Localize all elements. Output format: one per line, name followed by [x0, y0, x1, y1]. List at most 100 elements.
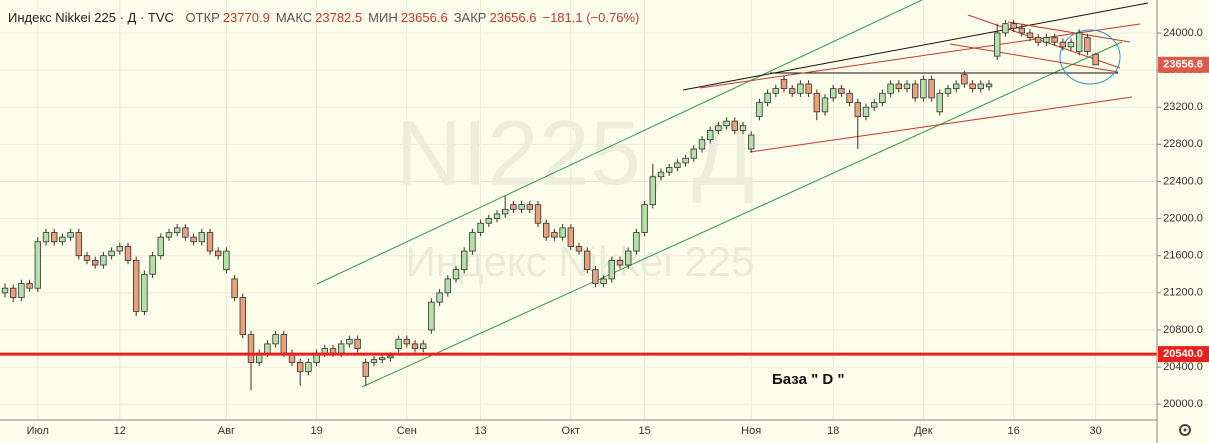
- candle-body: [34, 241, 41, 289]
- axis: 20000.0 20400.0 20800.0 21200.0 21600.0 22000…: [27, 27, 1209, 437]
- candle-body: [854, 102, 861, 117]
- ohlc-value: 23656.6: [400, 10, 448, 25]
- y-tick-label: 22800.0: [1163, 138, 1203, 150]
- y-tick-label: 20000.0: [1163, 398, 1203, 410]
- candle-body: [977, 83, 984, 90]
- candle-body: [510, 204, 517, 210]
- candle-body: [182, 227, 189, 238]
- candle-body: [165, 232, 173, 238]
- candle-body: [657, 171, 665, 178]
- candle-body: [666, 167, 673, 173]
- settings-icon[interactable]: [1179, 424, 1191, 436]
- candle-body: [321, 348, 328, 354]
- candle-body: [198, 232, 205, 243]
- candle-body: [584, 250, 591, 271]
- candle-body: [731, 120, 738, 131]
- candle-body: [124, 246, 132, 261]
- candle-body: [608, 259, 615, 280]
- x-tick-label: 19: [310, 425, 322, 437]
- candle-body: [296, 362, 304, 373]
- candle-body: [206, 232, 214, 252]
- candle-body: [190, 236, 197, 243]
- settings-gear[interactable]: [1179, 424, 1191, 436]
- candle-body: [403, 338, 410, 345]
- ohlc-label: ОТКР: [185, 10, 220, 25]
- candle-body: [772, 88, 779, 94]
- candle-body: [395, 338, 402, 349]
- candles: [0, 19, 1157, 391]
- candle-body: [329, 348, 337, 354]
- candle-body: [18, 283, 25, 298]
- ohlc-value: 23770.9: [222, 10, 270, 25]
- candle-body: [411, 343, 419, 349]
- candle-body: [264, 343, 271, 354]
- candle-body: [1018, 27, 1025, 34]
- candle-body: [821, 97, 829, 113]
- candle-body: [1, 287, 9, 294]
- candle-body: [903, 83, 911, 90]
- candle-body: [485, 218, 492, 224]
- y-tick-label: 21200.0: [1163, 287, 1203, 299]
- ohlc-label: МИН: [368, 10, 398, 25]
- candle-body: [985, 83, 993, 88]
- x-tick-label: 30: [1089, 425, 1101, 437]
- candle-body: [51, 232, 58, 243]
- trend-line: [699, 23, 1141, 89]
- candle-body: [173, 227, 181, 233]
- candle-body: [871, 102, 878, 108]
- candle-body: [354, 338, 361, 349]
- x-tick-label: Окт: [562, 425, 581, 437]
- candle-body: [534, 204, 542, 224]
- grid: [0, 0, 1157, 420]
- candle-body: [846, 92, 853, 103]
- candle-body: [132, 259, 140, 312]
- x-tick-label: Ноя: [741, 425, 761, 437]
- candle-body: [764, 92, 771, 103]
- candle-body: [501, 208, 509, 215]
- ohlc-label: ЗАКР: [453, 10, 487, 25]
- candle-body: [862, 106, 870, 117]
- settings-gear-center[interactable]: [1183, 428, 1187, 432]
- candle-body: [223, 250, 230, 271]
- candle-body: [59, 236, 66, 243]
- candle-body: [100, 255, 107, 266]
- x-tick-label: Дек: [914, 425, 933, 437]
- y-tick-label: 21600.0: [1163, 250, 1203, 262]
- candle-body: [674, 162, 681, 168]
- candle-body: [633, 232, 640, 252]
- candle-body: [649, 176, 656, 206]
- candle-body: [305, 362, 312, 373]
- candle-body: [436, 292, 443, 303]
- channel-line: [316, 0, 923, 285]
- candle-body: [616, 259, 624, 266]
- candle-body: [1092, 53, 1099, 66]
- y-tick-label: 23200.0: [1163, 101, 1203, 113]
- candle-body: [83, 255, 91, 261]
- candle-body: [75, 232, 82, 257]
- candle-body: [518, 204, 525, 210]
- candle-body: [559, 227, 566, 238]
- level-tag: [1158, 346, 1209, 363]
- header: Индекс Nikkei 225 · Д · TVC ОТКР 23770.9 М…: [8, 10, 645, 25]
- candle-body: [780, 78, 788, 90]
- candle-body: [944, 88, 952, 94]
- candle-body: [575, 246, 583, 252]
- candle-body: [715, 125, 722, 131]
- candle-body: [231, 278, 238, 298]
- candle-body: [428, 301, 435, 331]
- candle-body: [280, 334, 287, 354]
- change: −181.1 (−0.76%): [542, 10, 640, 25]
- candle-body: [477, 222, 484, 233]
- y-tick-label: 22400.0: [1163, 175, 1203, 187]
- level-label: 20540.0: [1163, 348, 1203, 360]
- ohlc-label: МАКС: [275, 10, 313, 25]
- candle-body: [9, 287, 17, 298]
- candle-body: [625, 250, 632, 266]
- candle-body: [953, 83, 960, 90]
- trend-line: [1007, 21, 1131, 43]
- candle-body: [346, 338, 353, 345]
- candle-body: [444, 278, 451, 294]
- candle-body: [739, 125, 747, 131]
- x-tick-label: 13: [474, 425, 486, 437]
- drawings: [316, 0, 1149, 388]
